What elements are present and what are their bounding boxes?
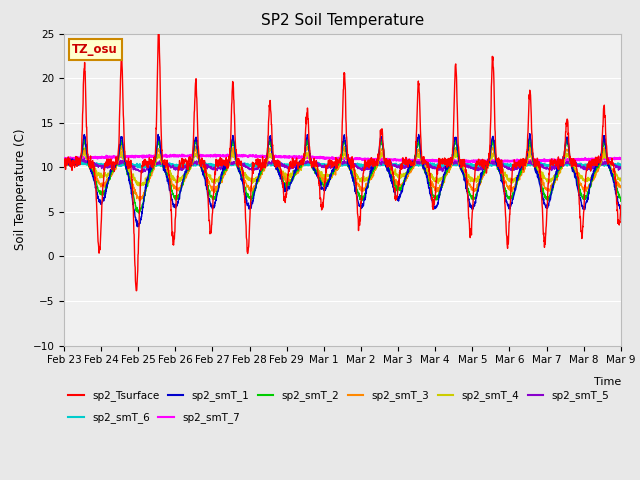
- Title: SP2 Soil Temperature: SP2 Soil Temperature: [260, 13, 424, 28]
- Line: sp2_smT_3: sp2_smT_3: [64, 144, 621, 201]
- sp2_smT_3: [504, 185, 512, 191]
- sp2_smT_3: [617, 185, 625, 191]
- sp2_smT_5: [568, 161, 576, 167]
- sp2_smT_1: [617, 205, 625, 211]
- sp2_smT_4: [359, 177, 367, 183]
- sp2_smT_7: [223, 152, 231, 157]
- sp2_smT_2: [60, 162, 68, 168]
- sp2_Tsurface: [617, 203, 625, 208]
- Text: Time: Time: [593, 377, 621, 387]
- sp2_smT_6: [137, 165, 145, 170]
- Line: sp2_smT_5: sp2_smT_5: [64, 158, 621, 172]
- sp2_smT_5: [371, 163, 379, 168]
- sp2_smT_3: [371, 167, 379, 173]
- sp2_smT_1: [371, 161, 379, 167]
- sp2_smT_7: [479, 159, 486, 165]
- sp2_smT_1: [134, 224, 141, 229]
- Line: sp2_smT_6: sp2_smT_6: [64, 161, 621, 168]
- Line: sp2_smT_4: sp2_smT_4: [64, 150, 621, 186]
- sp2_smT_2: [568, 164, 576, 170]
- Line: sp2_Tsurface: sp2_Tsurface: [64, 26, 621, 291]
- sp2_Tsurface: [60, 163, 68, 168]
- sp2_Tsurface: [505, 234, 513, 240]
- Line: sp2_smT_1: sp2_smT_1: [64, 133, 621, 227]
- sp2_smT_2: [505, 195, 513, 201]
- sp2_smT_4: [60, 160, 68, 166]
- sp2_smT_2: [359, 196, 367, 202]
- sp2_smT_3: [136, 198, 143, 204]
- sp2_smT_1: [216, 181, 223, 187]
- sp2_smT_7: [584, 157, 591, 163]
- sp2_smT_1: [60, 162, 68, 168]
- Line: sp2_smT_7: sp2_smT_7: [64, 155, 621, 162]
- sp2_smT_3: [568, 164, 576, 170]
- sp2_smT_3: [584, 186, 591, 192]
- Line: sp2_smT_2: sp2_smT_2: [64, 139, 621, 213]
- sp2_Tsurface: [371, 159, 379, 165]
- sp2_smT_4: [584, 177, 591, 183]
- sp2_smT_4: [505, 176, 513, 181]
- sp2_smT_5: [64, 156, 72, 161]
- sp2_Tsurface: [216, 157, 223, 163]
- sp2_smT_5: [216, 165, 223, 170]
- sp2_smT_5: [584, 167, 591, 173]
- sp2_Tsurface: [584, 161, 591, 167]
- sp2_smT_1: [504, 202, 512, 207]
- sp2_smT_7: [216, 152, 223, 158]
- sp2_smT_1: [584, 194, 591, 200]
- sp2_smT_6: [359, 163, 367, 168]
- sp2_Tsurface: [154, 24, 162, 29]
- sp2_smT_7: [568, 157, 576, 163]
- sp2_smT_7: [60, 156, 68, 162]
- sp2_smT_3: [60, 159, 68, 165]
- sp2_smT_1: [568, 163, 576, 168]
- sp2_smT_5: [60, 157, 68, 163]
- sp2_Tsurface: [359, 174, 367, 180]
- sp2_smT_4: [82, 147, 90, 153]
- sp2_smT_3: [526, 141, 534, 147]
- sp2_smT_6: [504, 162, 512, 168]
- sp2_Tsurface: [132, 288, 140, 294]
- Legend: sp2_smT_6, sp2_smT_7: sp2_smT_6, sp2_smT_7: [64, 408, 244, 427]
- sp2_smT_4: [216, 173, 223, 179]
- sp2_Tsurface: [568, 164, 576, 170]
- sp2_smT_5: [505, 165, 513, 171]
- sp2_smT_5: [359, 165, 367, 171]
- sp2_smT_4: [134, 183, 142, 189]
- sp2_smT_5: [138, 169, 145, 175]
- sp2_smT_2: [617, 198, 625, 204]
- sp2_smT_4: [617, 177, 625, 182]
- sp2_smT_1: [526, 131, 534, 136]
- sp2_smT_2: [192, 136, 200, 142]
- sp2_smT_5: [617, 165, 625, 170]
- sp2_smT_3: [216, 180, 223, 186]
- sp2_smT_2: [371, 165, 379, 171]
- sp2_smT_6: [216, 163, 223, 168]
- sp2_smT_7: [371, 156, 379, 162]
- sp2_smT_4: [568, 161, 576, 167]
- sp2_smT_2: [584, 190, 591, 195]
- sp2_smT_6: [584, 162, 591, 168]
- sp2_smT_2: [216, 181, 223, 187]
- sp2_smT_6: [617, 163, 625, 168]
- sp2_smT_7: [359, 156, 367, 162]
- sp2_smT_7: [617, 156, 625, 161]
- sp2_smT_3: [359, 188, 367, 194]
- sp2_smT_2: [135, 210, 143, 216]
- sp2_smT_7: [505, 158, 513, 164]
- sp2_smT_6: [568, 162, 575, 168]
- sp2_smT_6: [371, 162, 379, 168]
- sp2_smT_4: [371, 164, 379, 169]
- Text: TZ_osu: TZ_osu: [72, 43, 118, 56]
- sp2_smT_6: [60, 158, 68, 164]
- sp2_smT_1: [359, 204, 367, 209]
- Y-axis label: Soil Temperature (C): Soil Temperature (C): [14, 129, 27, 251]
